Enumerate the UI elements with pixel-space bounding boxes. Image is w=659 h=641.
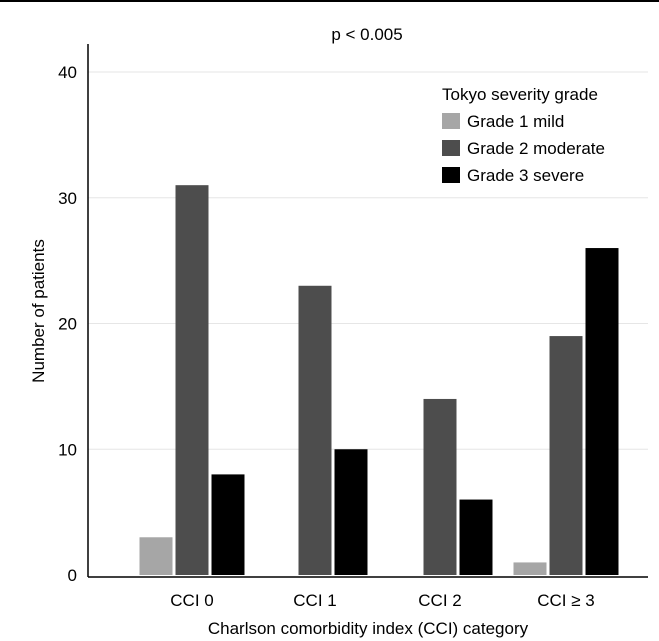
legend-swatch xyxy=(442,167,460,183)
bar-grade-1-mild-4 xyxy=(513,562,547,575)
legend-label: Grade 1 mild xyxy=(467,112,564,131)
legend-swatch xyxy=(442,113,460,129)
bar-grade-2-moderate-3 xyxy=(423,398,457,575)
y-tick-label: 30 xyxy=(58,189,77,208)
x-tick-label: CCI 0 xyxy=(170,591,213,610)
x-tick-labels: CCI 0 CCI 1 CCI 2 CCI ≥ 3 xyxy=(170,591,594,610)
bar-grade-3-severe-2 xyxy=(334,449,368,575)
legend-swatch xyxy=(442,140,460,156)
legend-label: Grade 2 moderate xyxy=(467,139,605,158)
x-tick-label: CCI 1 xyxy=(293,591,336,610)
y-tick-label: 10 xyxy=(58,440,77,459)
y-tick-label: 40 xyxy=(58,63,77,82)
bar-grade-1-mild-1 xyxy=(139,537,173,575)
y-tick-labels: 0 10 20 30 40 xyxy=(58,63,77,585)
bar-grade-3-severe-4 xyxy=(585,248,619,576)
p-value-annotation: p < 0.005 xyxy=(331,25,402,44)
y-tick-label: 0 xyxy=(68,566,77,585)
top-border-line xyxy=(0,0,659,2)
bar-grade-2-moderate-1 xyxy=(175,185,209,576)
legend-title: Tokyo severity grade xyxy=(442,85,598,104)
legend: Tokyo severity grade Grade 1 mild Grade 2… xyxy=(442,85,605,185)
bars xyxy=(139,185,619,576)
bar-grade-2-moderate-4 xyxy=(549,336,583,575)
bar-grade-3-severe-1 xyxy=(211,474,245,575)
x-tick-label: CCI 2 xyxy=(418,591,461,610)
y-axis-label: Number of patients xyxy=(29,239,48,383)
legend-label: Grade 3 severe xyxy=(467,166,584,185)
bar-grade-2-moderate-2 xyxy=(298,285,332,575)
y-tick-label: 20 xyxy=(58,315,77,334)
x-axis-label: Charlson comorbidity index (CCI) categor… xyxy=(208,619,529,638)
x-tick-label: CCI ≥ 3 xyxy=(537,591,595,610)
bar-grade-3-severe-3 xyxy=(459,499,493,575)
